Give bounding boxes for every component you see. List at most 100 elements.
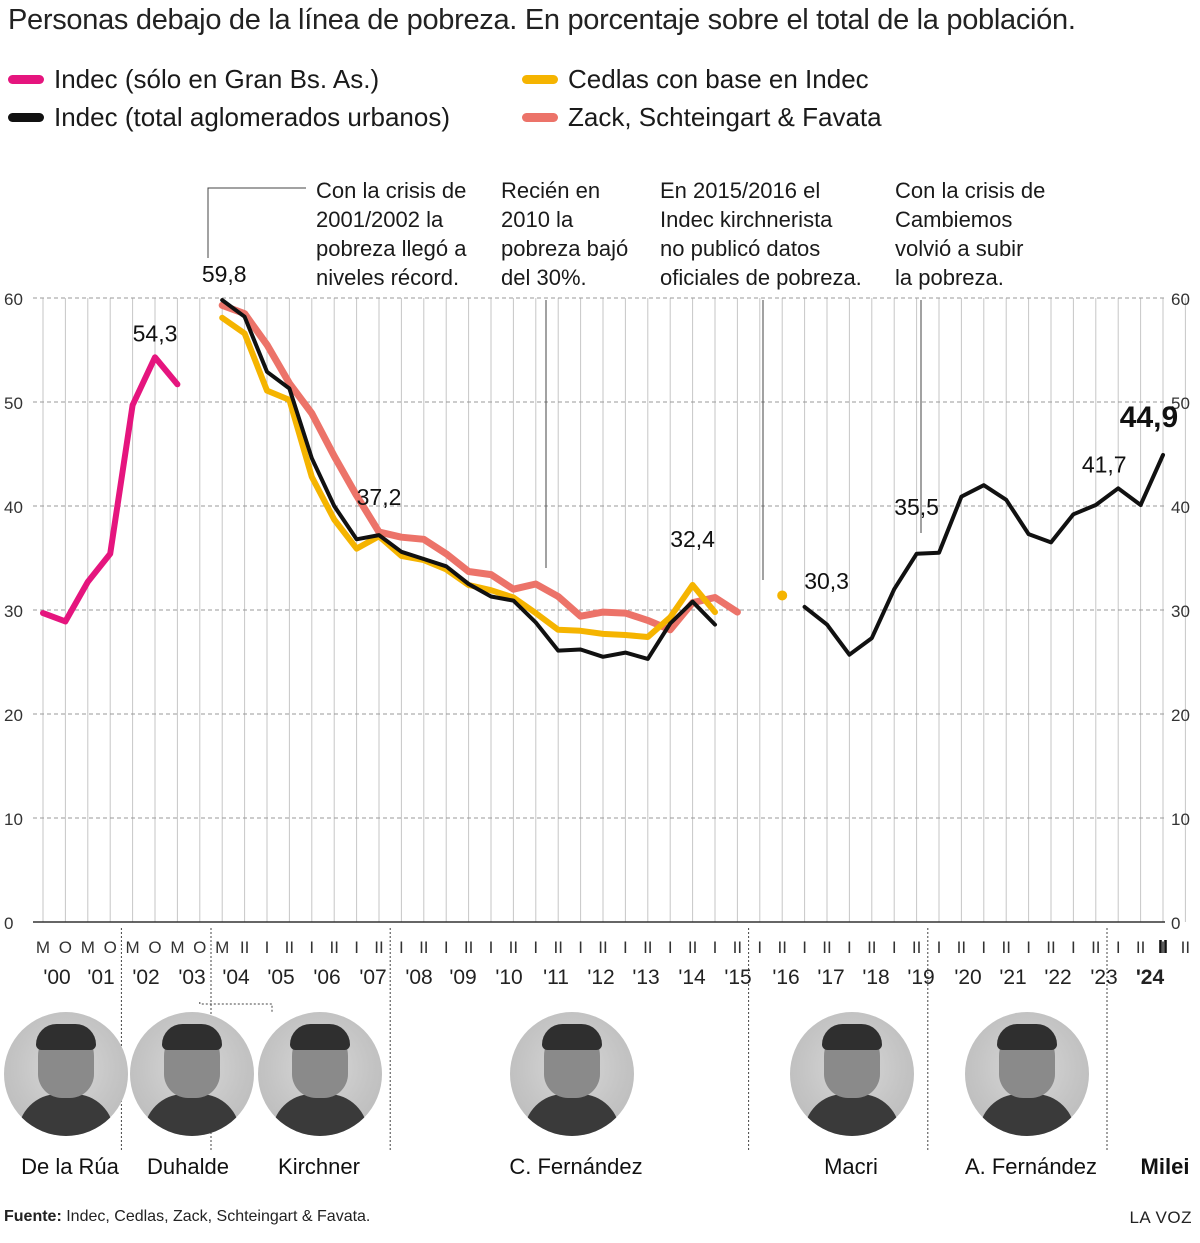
legend-label: Indec (sólo en Gran Bs. As.) [54, 64, 380, 94]
legend-label: Cedlas con base en Indec [568, 64, 869, 94]
year-label: '05 [267, 966, 294, 989]
y-tick-label-left: 60 [4, 290, 23, 309]
period-label-current: II [1158, 937, 1168, 957]
year-label: '20 [954, 966, 981, 989]
brand-logo: LA VOZ [1129, 1208, 1192, 1227]
y-tick-label-right: 20 [1171, 706, 1190, 725]
period-label: O [59, 938, 72, 957]
data-label: 54,3 [133, 320, 178, 346]
y-tick-label-right: 60 [1171, 290, 1190, 309]
y-tick-label-right: 50 [1171, 394, 1190, 413]
period-label: II [419, 938, 428, 957]
source-note: Fuente: Indec, Cedlas, Zack, Schteingart… [4, 1208, 370, 1226]
annotation-text: 2010 la [501, 207, 574, 232]
period-label: II [374, 938, 383, 957]
annotation-text: niveles récord. [316, 265, 459, 290]
year-label: '18 [862, 966, 889, 989]
period-label: II [598, 938, 607, 957]
period-label: M [81, 938, 95, 957]
y-tick-label-left: 50 [4, 394, 23, 413]
y-tick-label-left: 20 [4, 706, 23, 725]
period-label: II [912, 938, 921, 957]
period-label: M [126, 938, 140, 957]
president-name-milei: Milei [1140, 1154, 1190, 1179]
year-label: '01 [87, 966, 114, 989]
year-label: '06 [313, 966, 340, 989]
period-label: I [399, 938, 404, 957]
year-label: '08 [405, 966, 432, 989]
annotation-text: pobreza llegó a [316, 236, 467, 261]
period-label: I [713, 938, 718, 957]
period-label: I [668, 938, 673, 957]
series-line-indec-gba [40, 354, 181, 625]
annotation-text: la pobreza. [895, 265, 1004, 290]
year-label: '21 [999, 966, 1026, 989]
legend-swatch [8, 75, 44, 84]
period-label: II [867, 938, 876, 957]
period-label: O [148, 938, 161, 957]
legend-item-indec-gba: Indec (sólo en Gran Bs. As.) [8, 64, 379, 95]
period-label: II [1046, 938, 1055, 957]
annotation-text: volvió a subir [895, 236, 1023, 261]
chart-title: Personas debajo de la línea de pobreza. … [8, 4, 1076, 36]
portrait-a-fernandez [965, 1012, 1089, 1136]
legend-swatch [522, 113, 558, 122]
period-label: I [489, 938, 494, 957]
y-tick-label-right: 30 [1171, 602, 1190, 621]
period-label: II [777, 938, 786, 957]
period-label: I [265, 938, 270, 957]
period-label: II [688, 938, 697, 957]
president-name: C. Fernández [509, 1154, 643, 1179]
annotation-text: Con la crisis de [895, 178, 1045, 203]
period-label: I [1026, 938, 1031, 957]
data-label: 30,3 [804, 568, 849, 594]
annotation-text: del 30%. [501, 265, 587, 290]
annotation-leader-line [207, 187, 306, 258]
legend-swatch [8, 113, 44, 122]
annotation-text: Con la crisis de [316, 178, 466, 203]
series-line-indec-total-2016 [802, 453, 1165, 657]
annotation-text: oficiales de pobreza. [660, 265, 862, 290]
period-label: I [757, 938, 762, 957]
annotation-text: En 2015/2016 el [660, 178, 820, 203]
period-label: I [309, 938, 314, 957]
period-label: II [1136, 938, 1145, 957]
period-label: II [1001, 938, 1010, 957]
period-label: II [1091, 938, 1100, 957]
y-tick-label-left: 30 [4, 602, 23, 621]
period-label: I [623, 938, 628, 957]
period-label: II [822, 938, 831, 957]
y-tick-label-right: 10 [1171, 810, 1190, 829]
series-line-zack [218, 301, 741, 634]
legend-item-indec-total: Indec (total aglomerados urbanos) [8, 102, 450, 133]
year-label: '10 [495, 966, 522, 989]
portrait-c-fernandez [510, 1012, 634, 1136]
portrait-macri [790, 1012, 914, 1136]
period-label: II [957, 938, 966, 957]
year-label: '14 [678, 966, 706, 989]
period-label: O [193, 938, 206, 957]
data-label: 59,8 [202, 261, 247, 287]
president-name: A. Fernández [964, 1154, 1098, 1179]
period-label: II [464, 938, 473, 957]
period-label: I [1116, 938, 1121, 957]
legend-item-zack: Zack, Schteingart & Favata [522, 102, 882, 133]
period-label: M [36, 938, 50, 957]
period-label: I [892, 938, 897, 957]
period-label: O [104, 938, 117, 957]
portrait-de-la-rua [4, 1012, 128, 1136]
y-tick-label-left: 10 [4, 810, 23, 829]
period-label: II [733, 938, 742, 957]
period-label: M [170, 938, 184, 957]
year-label: '03 [178, 966, 205, 989]
president-name: Kirchner [278, 1154, 360, 1179]
year-label: '22 [1044, 966, 1071, 989]
y-tick-label-right: 40 [1171, 498, 1190, 517]
period-label: I [354, 938, 359, 957]
year-label-current: '24 [1136, 966, 1165, 989]
series-point-cedlas [777, 590, 788, 601]
annotation-text: Indec kirchnerista [660, 207, 833, 232]
president-name: Duhalde [147, 1154, 229, 1179]
period-label: II [329, 938, 338, 957]
year-label: '04 [222, 966, 250, 989]
